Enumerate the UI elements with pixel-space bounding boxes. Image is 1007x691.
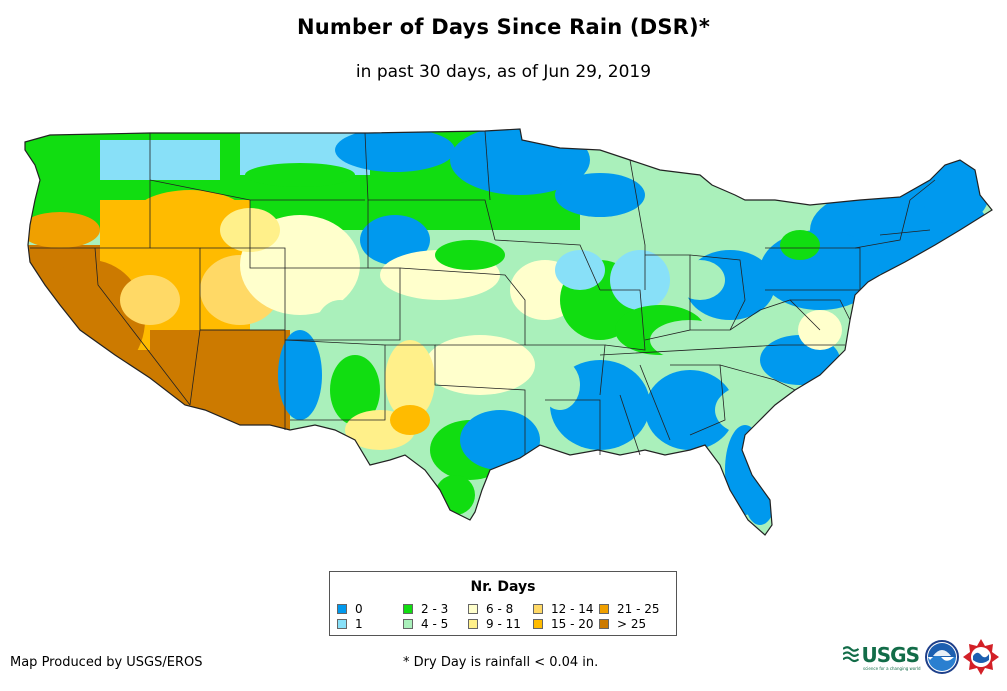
legend-swatch (533, 604, 543, 614)
legend-item: 0 (337, 602, 363, 616)
legend-swatch (403, 619, 413, 629)
legend-swatch (468, 619, 478, 629)
map-title: Number of Days Since Rain (DSR)* (296, 15, 711, 39)
legend-item: 12 - 14 (533, 602, 594, 616)
legend-item: 2 - 3 (403, 602, 448, 616)
legend-label: 0 (355, 602, 363, 616)
legend-swatch (533, 619, 543, 629)
noaa-emblem-icon (925, 640, 959, 674)
map-subtitle: in past 30 days, as of Jun 29, 2019 (355, 62, 652, 82)
usgs-wave-icon (843, 646, 859, 663)
map-credit: Map Produced by USGS/EROS (10, 655, 203, 670)
legend-label: 21 - 25 (617, 602, 660, 616)
legend-item: 15 - 20 (533, 617, 594, 631)
usgs-logo: USGS science for a changing world (843, 640, 921, 671)
legend-label: 12 - 14 (551, 602, 594, 616)
legend-label: 15 - 20 (551, 617, 594, 631)
usgs-tagline: science for a changing world (863, 666, 921, 671)
national-weather-service-emblem-icon (963, 639, 999, 675)
legend-item: > 25 (599, 617, 646, 631)
legend-swatch (403, 604, 413, 614)
legend-item: 4 - 5 (403, 617, 448, 631)
legend-label: 1 (355, 617, 363, 631)
legend-label: 2 - 3 (421, 602, 449, 616)
legend-swatch (468, 604, 478, 614)
legend-swatch (337, 619, 347, 629)
legend-label: > 25 (617, 617, 647, 631)
legend-item: 1 (337, 617, 363, 631)
state-boundaries (30, 130, 936, 456)
legend-label: 9 - 11 (486, 617, 521, 631)
dry-day-note: * Dry Day is rainfall < 0.04 in. (403, 655, 599, 670)
legend-item: 9 - 11 (468, 617, 521, 631)
legend-swatch (599, 619, 609, 629)
legend-swatch (337, 604, 347, 614)
usgs-logo-text: USGS (861, 643, 920, 667)
dsr-color-field (25, 129, 992, 535)
us-outline (24, 128, 993, 536)
us-dsr-map (24, 128, 993, 536)
legend-swatch (599, 604, 609, 614)
legend-item: 21 - 25 (599, 602, 660, 616)
legend-label: 4 - 5 (421, 617, 449, 631)
legend-label: 6 - 8 (486, 602, 514, 616)
legend-title: Nr. Days (470, 579, 536, 595)
legend-item: 6 - 8 (468, 602, 513, 616)
